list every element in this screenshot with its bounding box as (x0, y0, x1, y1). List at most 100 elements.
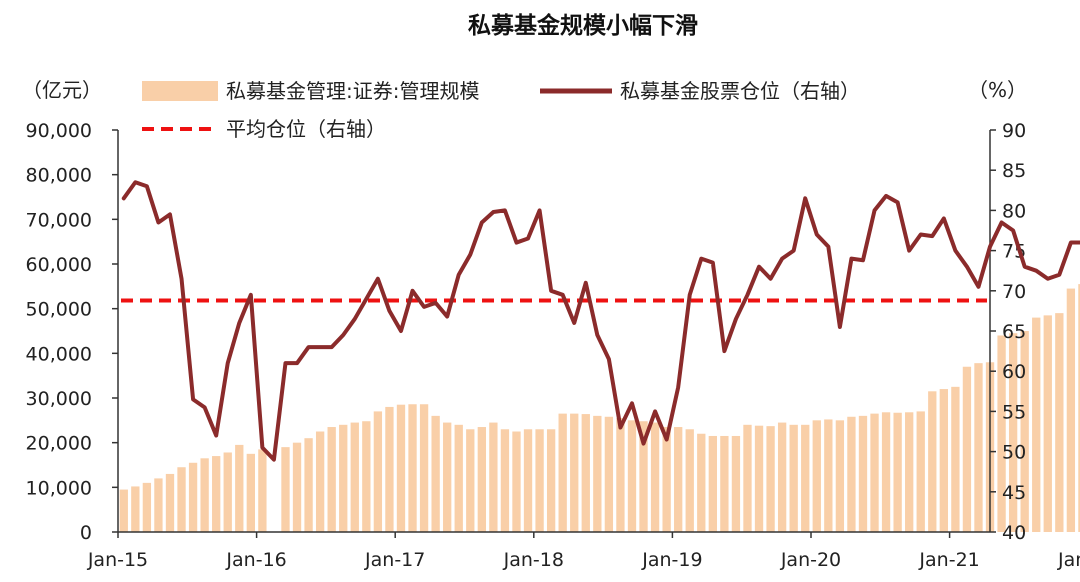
bar (905, 412, 914, 532)
right-tick-label: 85 (1002, 160, 1026, 182)
bar (292, 442, 302, 532)
legend-line-label: 私募基金股票仓位（右轴） (620, 79, 860, 103)
x-tick-label: Jan-21 (918, 549, 979, 571)
bar (951, 386, 960, 532)
bar (674, 427, 683, 532)
bar (512, 431, 521, 532)
bar (939, 389, 948, 532)
bar (708, 435, 717, 532)
right-tick-label: 90 (1002, 120, 1026, 142)
left-axis-ticks: 0 10,000 20,000 30,000 40,000 50,000 60,000 70,… (26, 120, 118, 544)
right-tick-label: 70 (1002, 281, 1026, 303)
right-tick-label: 60 (1002, 361, 1026, 383)
bar (558, 413, 567, 532)
bar (1055, 313, 1064, 532)
bar (212, 456, 221, 532)
legend-dash-label: 平均仓位（右轴） (226, 117, 386, 141)
bar (801, 424, 810, 532)
bar (604, 416, 614, 532)
bar (373, 411, 383, 532)
x-tick-label: Jan-17 (364, 549, 425, 571)
bar (165, 473, 175, 532)
left-tick-label: 10,000 (26, 477, 92, 499)
left-axis-unit: （亿元） (22, 78, 102, 102)
bar (754, 425, 764, 532)
bar (385, 406, 394, 532)
bar (650, 422, 660, 532)
bar (177, 467, 186, 532)
bar (408, 404, 417, 532)
bar (281, 447, 290, 532)
bar (223, 452, 232, 532)
bar (235, 444, 244, 532)
right-tick-label: 55 (1002, 401, 1026, 423)
bar (928, 391, 937, 532)
bar (720, 435, 729, 532)
right-tick-label: 50 (1002, 442, 1026, 464)
left-tick-label: 70,000 (26, 209, 92, 231)
x-tick-label: Jan-19 (641, 549, 702, 571)
right-tick-label: 40 (1002, 522, 1026, 544)
x-tick-label: Jan-15 (87, 549, 148, 571)
right-axis-unit: （%） (968, 78, 1027, 102)
bar (327, 427, 336, 532)
bar (616, 418, 625, 532)
bar (315, 431, 325, 532)
bar (489, 422, 498, 532)
bar (581, 414, 590, 532)
bar (339, 424, 348, 532)
left-tick-label: 40,000 (26, 343, 92, 365)
bar (200, 458, 209, 532)
left-tick-label: 0 (80, 522, 92, 544)
bar (131, 486, 140, 532)
bar (362, 421, 371, 532)
bar (627, 420, 637, 532)
x-tick-label: Jan-16 (225, 549, 286, 571)
bar (662, 427, 671, 532)
bar (477, 427, 486, 532)
bar (188, 462, 198, 532)
bar (258, 449, 267, 532)
bar (419, 404, 429, 532)
bar (500, 429, 510, 532)
chart-title: 私募基金规模小幅下滑 (468, 12, 698, 39)
bar (697, 433, 706, 532)
bar (1020, 331, 1029, 532)
bar (824, 419, 833, 532)
bar (639, 421, 648, 532)
stock-position-line (121, 180, 1080, 462)
bar (835, 420, 845, 532)
bar (593, 415, 602, 532)
right-tick-label: 45 (1002, 482, 1026, 504)
bar (466, 429, 475, 532)
bar (246, 453, 255, 532)
bar (119, 489, 128, 532)
bar-series (119, 284, 1080, 532)
bar (142, 482, 152, 532)
left-tick-label: 20,000 (26, 433, 92, 455)
left-tick-label: 60,000 (26, 254, 92, 276)
bar (570, 413, 579, 532)
right-tick-label: 65 (1002, 321, 1026, 343)
bar (731, 435, 741, 532)
left-tick-label: 30,000 (26, 388, 92, 410)
bar (1078, 284, 1080, 532)
bar (1032, 317, 1041, 532)
bar (893, 412, 902, 532)
bar (870, 413, 879, 532)
bar (766, 426, 775, 532)
bar (789, 424, 798, 532)
bar (454, 424, 463, 532)
bar (812, 420, 821, 532)
bar (847, 416, 856, 532)
bar (997, 335, 1006, 532)
bar (350, 422, 359, 532)
bar (685, 429, 694, 532)
bar (777, 422, 787, 532)
legend: 私募基金管理:证券:管理规模 私募基金股票仓位（右轴） 平均仓位（右轴） (142, 79, 860, 141)
bar (858, 415, 868, 532)
bar (396, 404, 406, 532)
bar (962, 366, 972, 532)
legend-bar-swatch (142, 81, 218, 101)
